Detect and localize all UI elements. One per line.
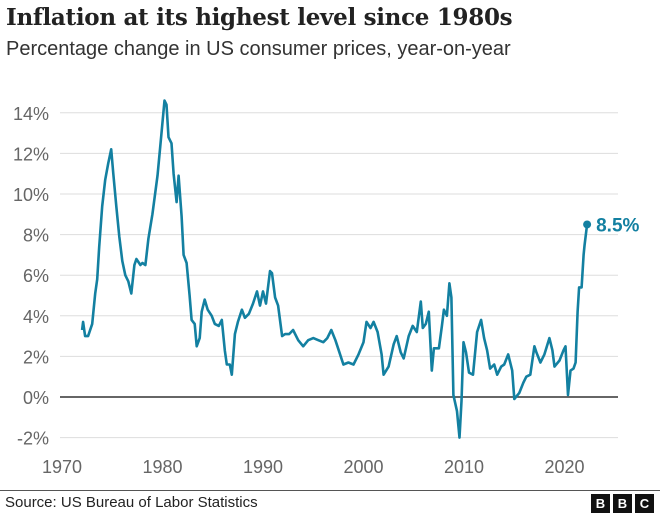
- y-tick-label: 2%: [23, 347, 49, 367]
- x-tick-label: 1990: [243, 457, 283, 477]
- y-tick-label: 6%: [23, 266, 49, 286]
- latest-value-dot: [583, 220, 592, 229]
- y-tick-label: 4%: [23, 307, 49, 327]
- x-tick-label: 1980: [142, 457, 182, 477]
- footer-divider: [0, 490, 660, 491]
- logo-letter: B: [591, 494, 610, 513]
- x-tick-label: 2000: [343, 457, 383, 477]
- logo-letter: C: [635, 494, 654, 513]
- latest-value-label: 8.5%: [596, 215, 639, 236]
- x-tick-label: 1970: [42, 457, 82, 477]
- x-tick-label: 2010: [444, 457, 484, 477]
- y-tick-label: 8%: [23, 226, 49, 246]
- bbc-logo: B B C: [591, 494, 654, 513]
- x-tick-label: 2020: [544, 457, 584, 477]
- y-tick-label: 0%: [23, 388, 49, 408]
- y-tick-label: -2%: [17, 429, 49, 449]
- y-tick-label: 14%: [13, 104, 49, 124]
- source-note: Source: US Bureau of Labor Statistics: [5, 494, 258, 511]
- logo-letter: B: [613, 494, 632, 513]
- chart-subtitle: Percentage change in US consumer prices,…: [6, 38, 511, 60]
- line-chart: -2% 0% 2% 4% 6% 8% 10% 12% 14% 1970 1980 1990 2000 20…: [13, 99, 640, 477]
- chart-title: Inflation at its highest level since 198…: [6, 4, 513, 31]
- y-tick-label: 12%: [13, 144, 49, 164]
- y-tick-label: 10%: [13, 185, 49, 205]
- cpi-series-line: [80, 99, 589, 439]
